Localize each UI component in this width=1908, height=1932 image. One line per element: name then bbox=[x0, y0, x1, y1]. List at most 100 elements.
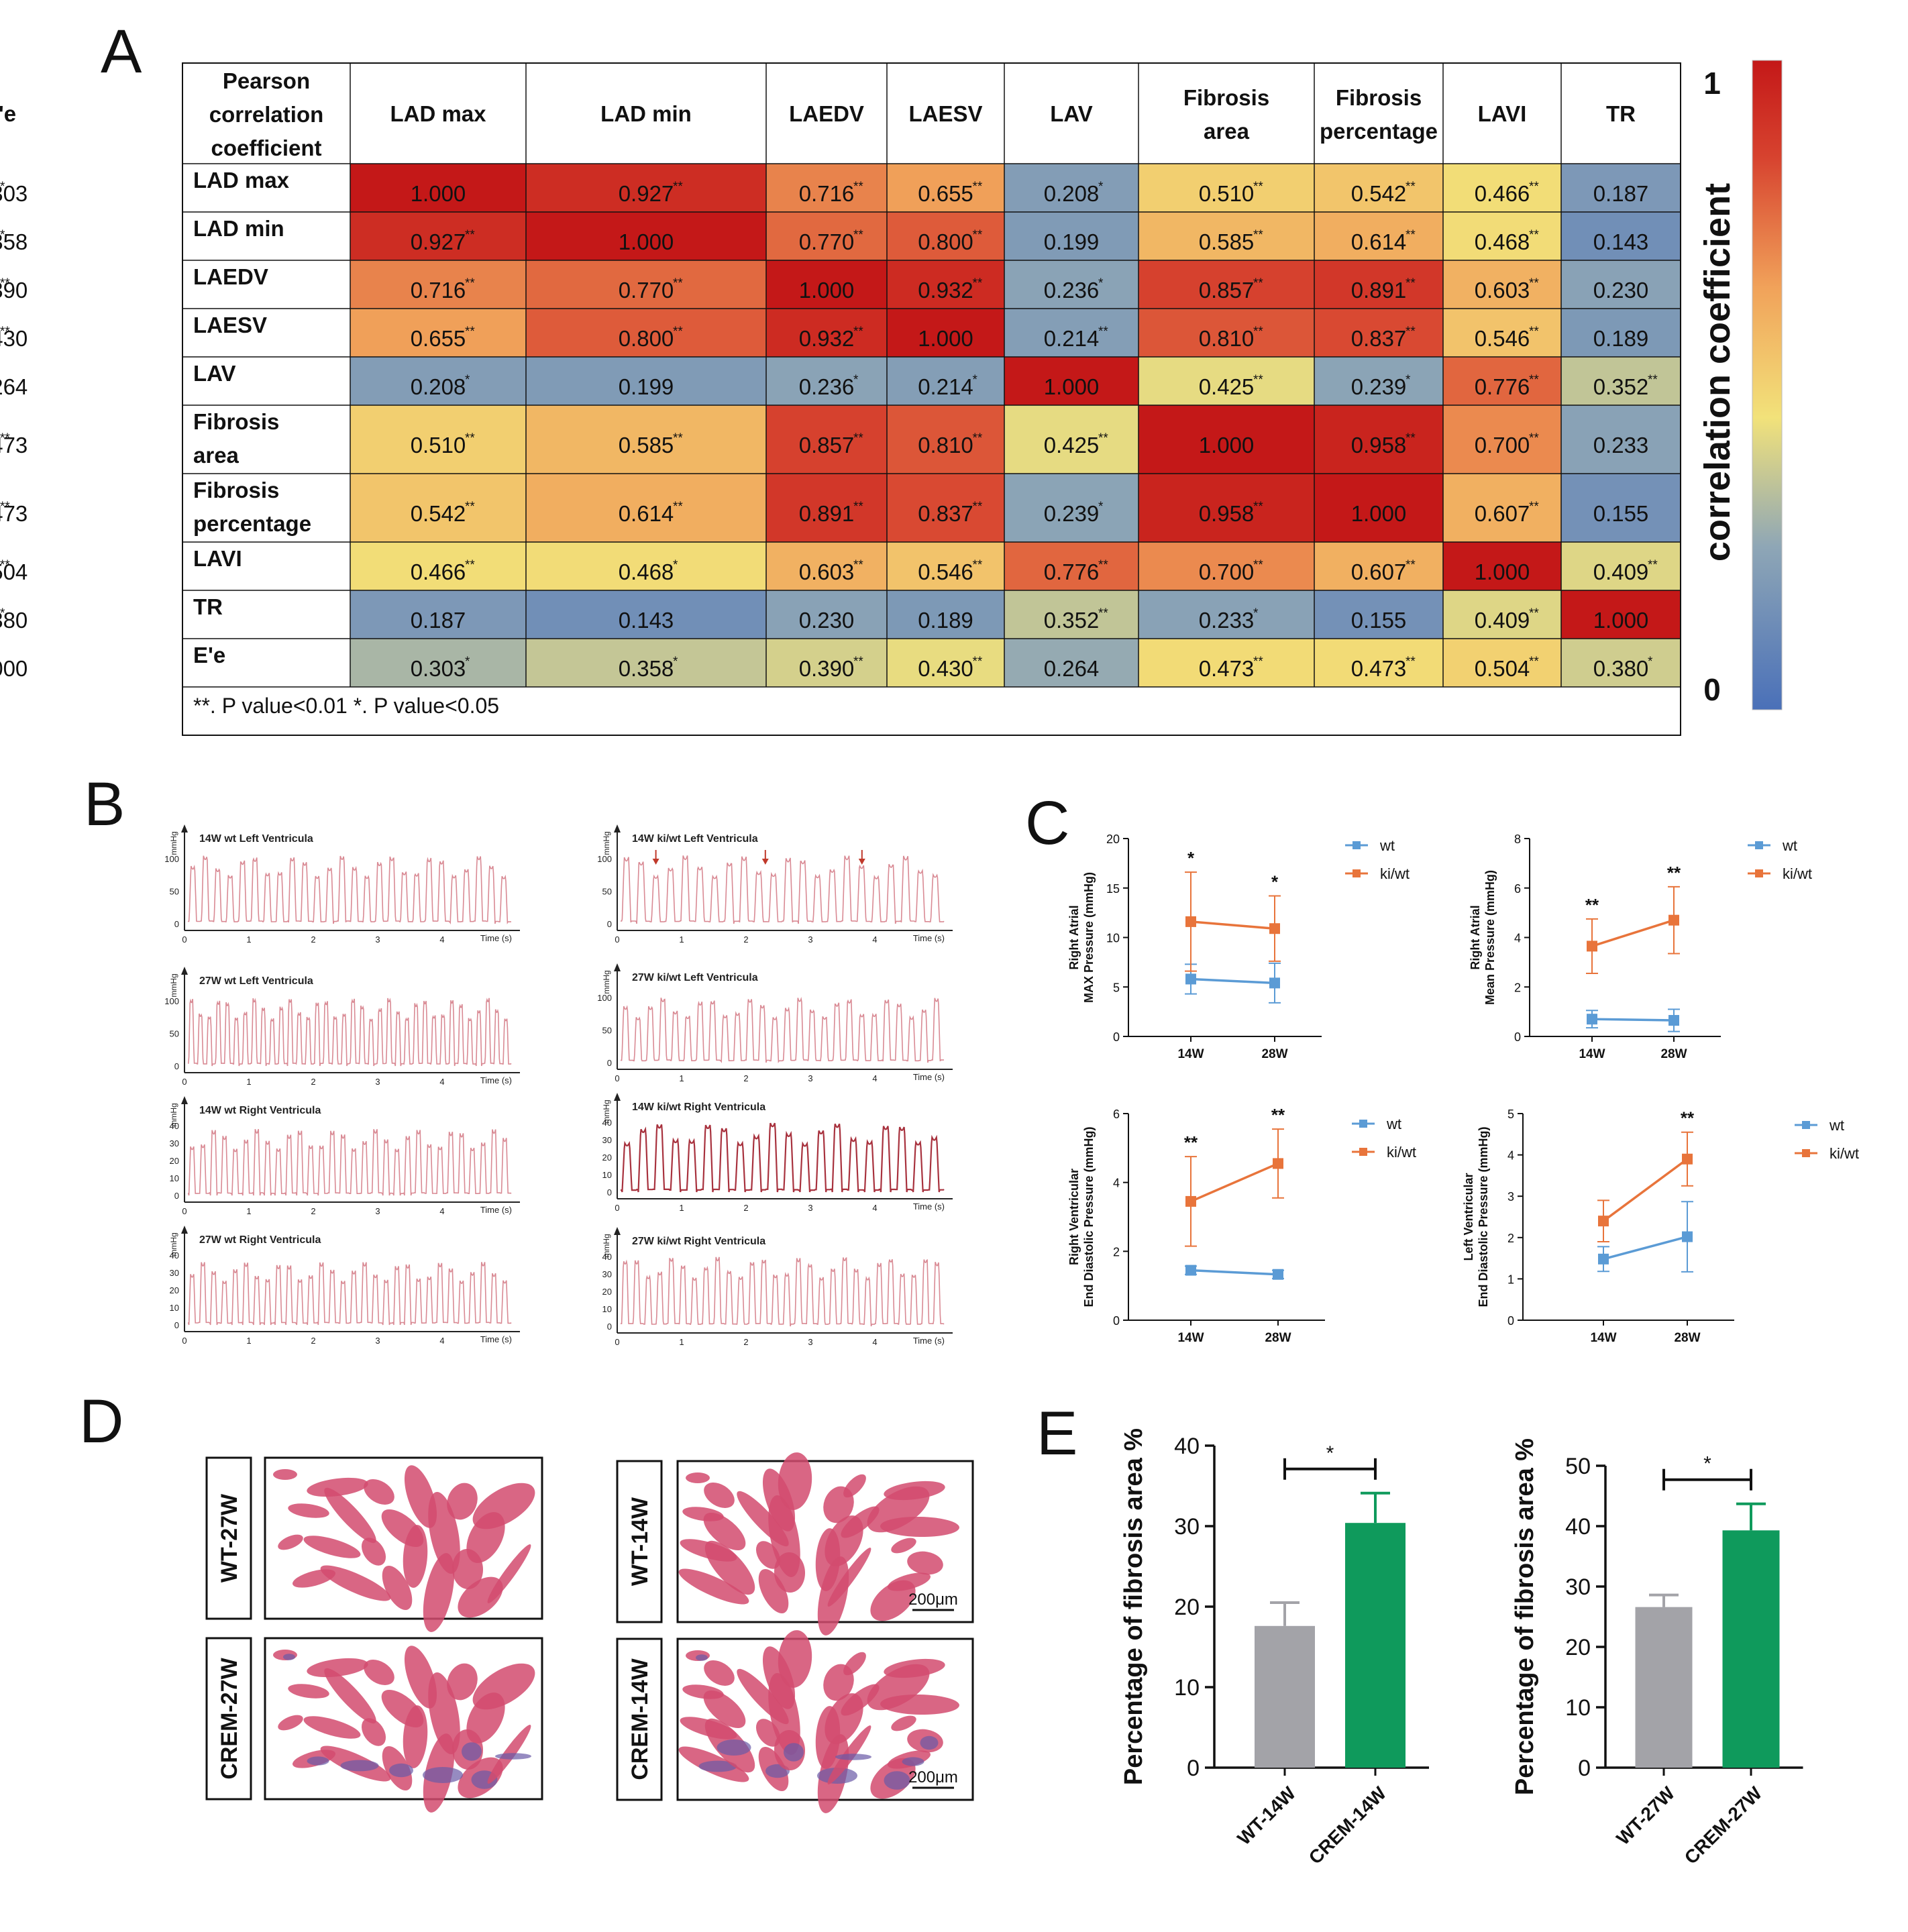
series-line bbox=[1190, 1162, 1279, 1203]
y-tick-label: 1 bbox=[1507, 1273, 1514, 1286]
y-tick-label: 3 bbox=[1507, 1190, 1514, 1203]
pressure-waveform bbox=[188, 855, 511, 925]
significance-mark: ** bbox=[673, 276, 683, 290]
y-tick-label: 2 bbox=[1507, 1232, 1514, 1245]
heatmap-value: 1.000 bbox=[799, 278, 855, 303]
panel-label-c: C bbox=[1025, 789, 1069, 857]
y-tick-label: 30 bbox=[1565, 1574, 1591, 1600]
heatmap-cell bbox=[1314, 164, 1443, 212]
significance-mark: ** bbox=[853, 325, 863, 339]
trace-y-tick: 40 bbox=[170, 1121, 179, 1131]
heatmap-value: 0.546 bbox=[1475, 326, 1530, 351]
significance-mark: ** bbox=[853, 558, 863, 572]
heatmap-value: 0.473 bbox=[1199, 656, 1255, 681]
data-point bbox=[1682, 1231, 1693, 1242]
heatmap-cell bbox=[526, 405, 766, 474]
trace-title: 27W wt Right Ventricula bbox=[199, 1234, 321, 1246]
tissue-region bbox=[880, 1516, 959, 1538]
fibrosis-region bbox=[784, 1743, 804, 1762]
column-header: Fibrosis bbox=[1336, 85, 1422, 110]
data-point bbox=[1185, 1195, 1196, 1207]
tissue-region bbox=[778, 1630, 812, 1688]
significance-mark: ** bbox=[853, 655, 863, 669]
legend-label: ki/wt bbox=[1387, 1144, 1416, 1161]
significance-mark: ** bbox=[853, 228, 863, 242]
trace-title: 27W wt Left Ventricula bbox=[199, 975, 313, 987]
heatmap-cell bbox=[1138, 260, 1314, 309]
heatmap-value: 0.239 bbox=[1351, 374, 1407, 399]
heatmap-value: 0.214 bbox=[918, 374, 973, 399]
significance-mark: * bbox=[1098, 276, 1104, 290]
heatmap-value: 0.504 bbox=[1475, 656, 1530, 681]
significance-mark: ** bbox=[465, 228, 475, 242]
trace-x-tick: 1 bbox=[246, 934, 251, 945]
trace-x-tick: 4 bbox=[439, 1206, 444, 1216]
heatmap-cell bbox=[526, 542, 766, 590]
heatmap-cell bbox=[1443, 212, 1561, 260]
pressure-waveform bbox=[188, 998, 512, 1067]
row-header: percentage bbox=[193, 511, 311, 536]
panel-label-a: A bbox=[101, 17, 142, 86]
heatmap-cell bbox=[1138, 542, 1314, 590]
significance-mark: ** bbox=[673, 325, 683, 339]
row-header: LAESV bbox=[193, 313, 267, 337]
data-point bbox=[1598, 1216, 1609, 1227]
significance-mark: * bbox=[1406, 373, 1411, 387]
significance-mark: * bbox=[1326, 1442, 1334, 1464]
trace-y-tick: 20 bbox=[602, 1287, 612, 1297]
heatmap-cell bbox=[1561, 260, 1681, 309]
heatmap-cell bbox=[1314, 212, 1443, 260]
significance-mark: ** bbox=[1529, 655, 1539, 669]
heatmap-value: 0.430 bbox=[0, 326, 28, 351]
trace-y-tick: 100 bbox=[164, 996, 179, 1006]
significance-mark: ** bbox=[1406, 325, 1416, 339]
tissue-region bbox=[758, 1569, 789, 1613]
trace-x-label: Time (s) bbox=[913, 1201, 945, 1212]
heatmap-value: 0.189 bbox=[918, 608, 973, 633]
data-point bbox=[1668, 914, 1679, 926]
y-tick-label: 2 bbox=[1514, 981, 1521, 994]
scale-label: 200μm bbox=[908, 1591, 958, 1609]
heatmap-cell bbox=[887, 260, 1004, 309]
heatmap-value: 0.927 bbox=[411, 229, 466, 254]
trace-y-unit: mmHg bbox=[602, 1099, 611, 1123]
fibrosis-region bbox=[495, 1753, 531, 1760]
bar-chart: 0 10 20 30 40 Percentage of fibrosis area % WT… bbox=[1120, 1428, 1429, 1868]
y-tick-label: 5 bbox=[1113, 981, 1120, 994]
heatmap-value: 1.000 bbox=[411, 181, 466, 206]
x-tick-label: 14W bbox=[1177, 1047, 1204, 1061]
x-tick-label: CREM-27W bbox=[1681, 1782, 1766, 1868]
trace-y-tick: 50 bbox=[170, 887, 179, 897]
heatmap-value: 0.800 bbox=[918, 229, 973, 254]
significance-mark: ** bbox=[1253, 558, 1263, 572]
tissue-region bbox=[423, 1553, 455, 1632]
tissue-region bbox=[324, 1668, 376, 1724]
bar bbox=[1635, 1607, 1693, 1768]
x-tick-label: 14W bbox=[1579, 1047, 1605, 1061]
significance-mark: ** bbox=[1529, 606, 1539, 621]
tissue-region bbox=[466, 1512, 505, 1563]
trace-y-tick: 0 bbox=[174, 1061, 179, 1071]
heatmap-cell bbox=[350, 405, 526, 474]
trace-x-tick: 4 bbox=[872, 1203, 877, 1213]
trace-title: 14W ki/wt Right Ventricula bbox=[632, 1102, 765, 1113]
significance-mark: ** bbox=[1529, 228, 1539, 242]
legend-label: wt bbox=[1379, 837, 1395, 854]
column-header: LAD max bbox=[390, 101, 486, 126]
legend-marker bbox=[1359, 1120, 1367, 1128]
heatmap-cell bbox=[1004, 542, 1138, 590]
tissue-region bbox=[841, 1684, 880, 1716]
heatmap-cell bbox=[1004, 260, 1138, 309]
significance-mark: * bbox=[1648, 655, 1653, 669]
heatmap-cell bbox=[350, 212, 526, 260]
trace-y-tick: 50 bbox=[602, 887, 612, 897]
heatmap-value: 0.810 bbox=[918, 433, 973, 458]
significance-mark: ** bbox=[0, 500, 10, 514]
trace-y-tick: 100 bbox=[597, 854, 612, 864]
trace-x-tick: 1 bbox=[679, 1203, 684, 1213]
trace-x-tick: 4 bbox=[872, 934, 877, 945]
significance-mark: ** bbox=[1529, 180, 1539, 194]
heatmap-value: 0.932 bbox=[918, 278, 973, 303]
